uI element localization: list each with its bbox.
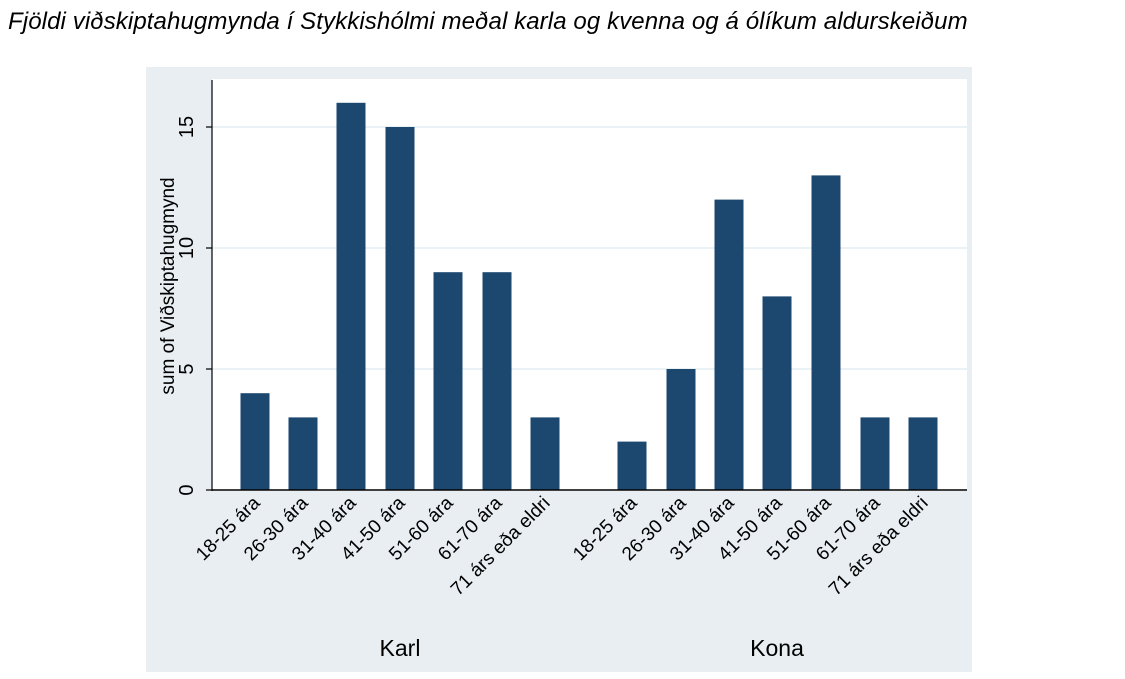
bar [860, 417, 890, 490]
bars [240, 102, 938, 491]
y-axis-title: sum of Viðskiptahugmynd [158, 177, 179, 394]
bar [666, 369, 696, 490]
bar [482, 272, 512, 490]
y-tick-label: 0 [176, 484, 198, 495]
y-axis-ticks: 0 5 10 15 [176, 116, 212, 496]
group-label: Karl [380, 635, 421, 661]
y-tick-label: 15 [176, 116, 198, 138]
plot-area [212, 79, 967, 491]
bar [908, 417, 938, 490]
bar [288, 417, 318, 490]
y-tick-label: 5 [176, 363, 198, 374]
bar [617, 441, 647, 490]
bar [530, 417, 560, 490]
y-tick-label: 10 [176, 237, 198, 259]
bar [811, 175, 841, 490]
bar [433, 272, 463, 490]
bar [714, 199, 744, 490]
bar [385, 127, 415, 490]
bar [762, 296, 792, 490]
group-label: Kona [750, 635, 804, 661]
group-labels: Karl Kona [380, 635, 805, 661]
chart-caption: Fjöldi viðskiptahugmynda í Stykkishólmi … [8, 8, 968, 35]
bar [240, 393, 270, 490]
bar [336, 102, 366, 491]
